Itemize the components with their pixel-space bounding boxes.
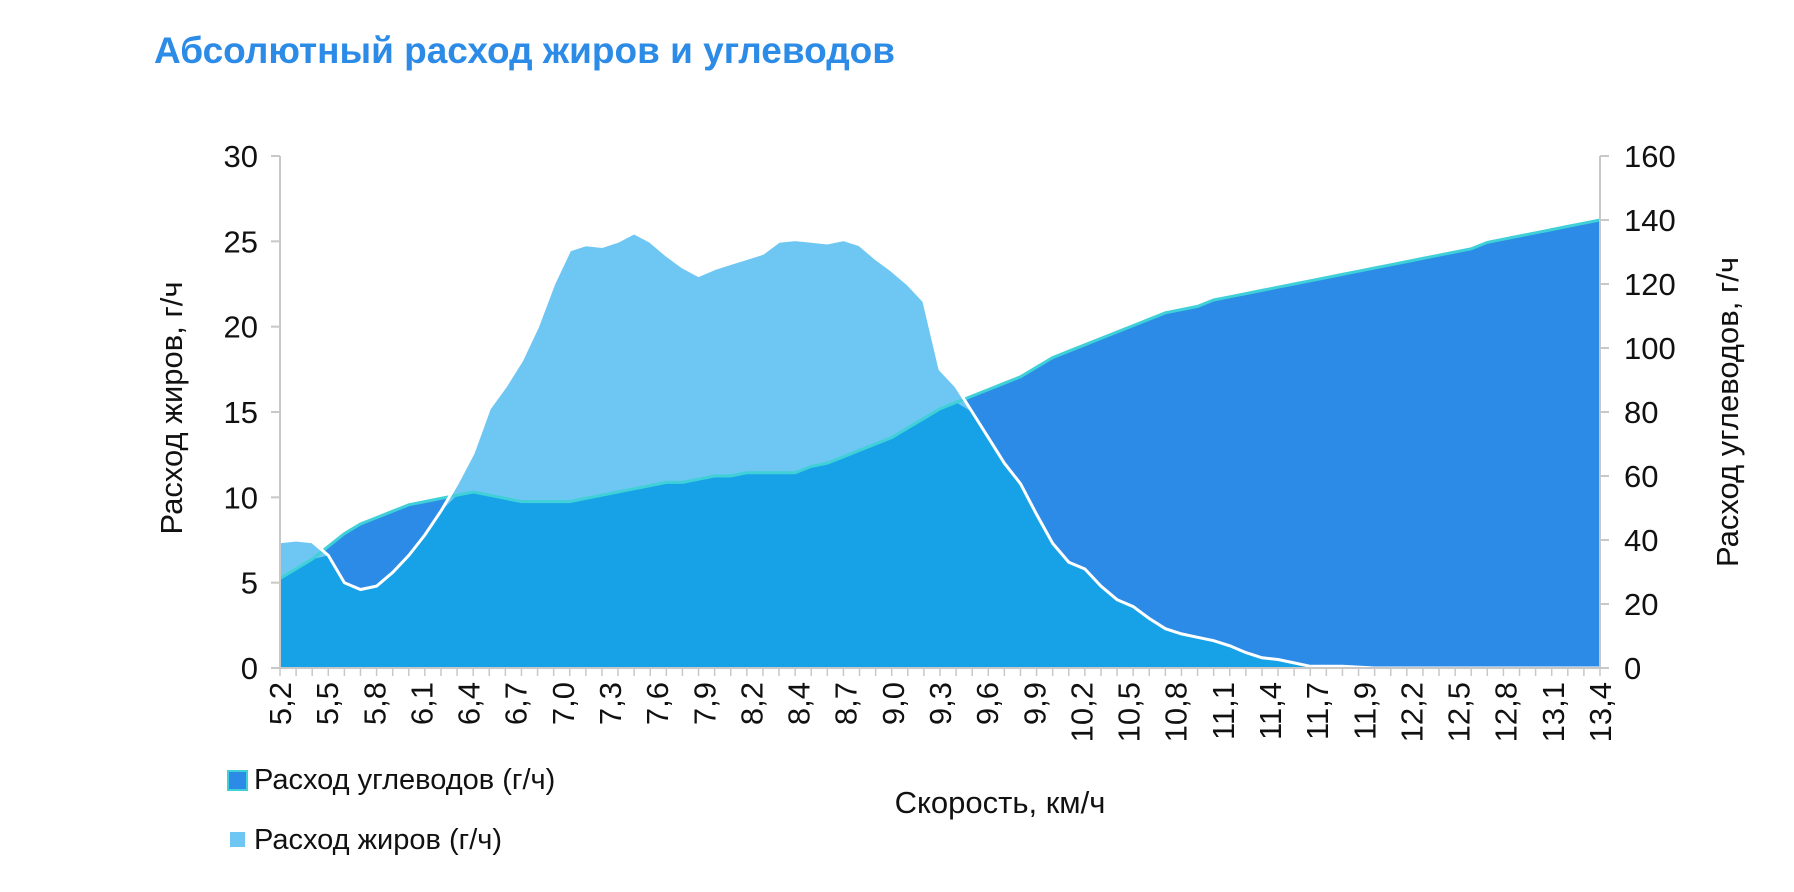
x-tick-label: 11,4	[1253, 682, 1288, 740]
right-tick-label: 80	[1624, 395, 1658, 430]
x-tick-label: 13,1	[1536, 682, 1571, 742]
left-tick-label: 25	[224, 224, 258, 259]
x-tick-label: 9,0	[876, 682, 911, 725]
right-tick-label: 40	[1624, 523, 1658, 558]
left-tick-label: 5	[241, 566, 258, 601]
x-tick-label: 7,0	[546, 682, 581, 725]
x-axis-label: Скорость, км/ч	[895, 785, 1106, 820]
right-tick-label: 160	[1624, 139, 1676, 174]
legend-swatch-carbs	[227, 770, 248, 791]
x-tick-label: 9,6	[970, 682, 1005, 725]
right-axis-ticks: 0 20 40 60 80 100 120 140 160	[1600, 139, 1676, 686]
x-axis-tick-labels: 5,2 5,5 5,8 6,1 6,4 6,7 7,0 7,3 7,6 7,9 8,2 8,4 8,7 9…	[263, 682, 1618, 742]
legend-item-fats: Расход жиров (г/ч)	[230, 824, 502, 856]
left-tick-label: 10	[224, 480, 258, 515]
x-tick-label: 11,9	[1347, 682, 1382, 740]
left-tick-label: 20	[224, 310, 258, 345]
left-axis-ticks: 0 5 10 15 20 25 30	[224, 139, 280, 686]
x-tick-label: 11,1	[1206, 682, 1241, 740]
right-tick-label: 60	[1624, 459, 1658, 494]
x-tick-label: 6,7	[499, 682, 534, 725]
legend-item-carbs: Расход углеводов (г/ч)	[227, 764, 555, 796]
x-tick-label: 10,8	[1159, 682, 1194, 742]
x-tick-label: 8,7	[829, 682, 864, 725]
right-tick-label: 0	[1624, 651, 1641, 686]
legend-label-carbs: Расход углеводов (г/ч)	[254, 764, 555, 796]
plot-area	[279, 218, 1601, 670]
right-tick-label: 100	[1624, 331, 1676, 366]
x-tick-label: 7,3	[593, 682, 628, 725]
series-line-carbs	[279, 218, 1601, 580]
x-tick-label: 5,8	[357, 682, 392, 725]
x-tick-label: 13,4	[1583, 682, 1618, 742]
x-tick-label: 7,9	[687, 682, 722, 725]
series-area-overlap	[280, 402, 1600, 668]
right-tick-label: 120	[1624, 267, 1676, 302]
x-tick-label: 6,4	[452, 682, 487, 725]
legend-label-fats: Расход жиров (г/ч)	[254, 824, 502, 856]
right-tick-label: 20	[1624, 587, 1658, 622]
x-tick-label: 12,2	[1394, 682, 1429, 742]
right-axis-label: Расход углеводов, г/ч	[1710, 257, 1745, 567]
legend: Расход углеводов (г/ч) Расход жиров (г/ч…	[227, 764, 555, 856]
x-tick-label: 10,5	[1112, 682, 1147, 742]
x-tick-label: 5,2	[263, 682, 298, 725]
x-tick-label: 12,8	[1489, 682, 1524, 742]
left-axis-label: Расход жиров, г/ч	[154, 281, 189, 534]
left-tick-label: 30	[224, 139, 258, 174]
x-tick-label: 9,9	[1017, 682, 1052, 725]
x-tick-label: 7,6	[640, 682, 675, 725]
legend-swatch-fats	[230, 832, 245, 847]
x-tick-label: 11,7	[1300, 682, 1335, 740]
x-tick-label: 5,5	[310, 682, 345, 725]
right-tick-label: 140	[1624, 203, 1676, 238]
left-tick-label: 0	[241, 651, 258, 686]
chart-title: Абсолютный расход жиров и углеводов	[154, 30, 895, 71]
x-tick-label: 9,3	[923, 682, 958, 725]
x-tick-label: 12,5	[1442, 682, 1477, 742]
x-tick-label: 10,2	[1064, 682, 1099, 742]
left-tick-label: 15	[224, 395, 258, 430]
x-tick-label: 6,1	[404, 682, 439, 725]
x-axis-ticks	[279, 668, 1601, 676]
x-tick-label: 8,2	[734, 682, 769, 725]
x-tick-label: 8,4	[782, 682, 817, 725]
